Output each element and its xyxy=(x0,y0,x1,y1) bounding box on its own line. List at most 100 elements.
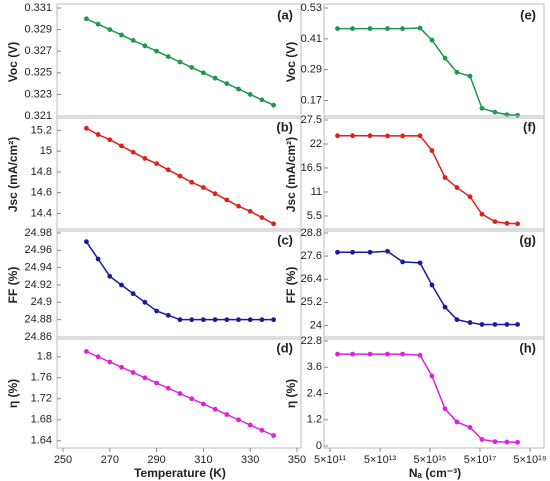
data-point xyxy=(335,249,340,255)
data-point xyxy=(367,249,373,255)
y-tick-label: 27.5 xyxy=(301,114,322,126)
data-point xyxy=(201,70,206,76)
data-point xyxy=(142,43,148,49)
data-point xyxy=(107,359,113,365)
panel-label: (e) xyxy=(520,7,536,22)
data-point xyxy=(142,299,148,305)
data-point xyxy=(84,16,89,22)
y-tick-label: 1.72 xyxy=(31,393,52,405)
y-tick-label: 2.4 xyxy=(307,387,322,399)
y-tick-label: 0.331 xyxy=(24,2,52,14)
data-point xyxy=(454,419,460,425)
data-point xyxy=(201,317,206,323)
data-point xyxy=(492,109,498,115)
data-point xyxy=(479,322,485,327)
data-point xyxy=(479,105,485,111)
data-point xyxy=(95,132,101,137)
x-tick-label: 290 xyxy=(147,454,165,466)
data-point xyxy=(212,75,218,81)
data-point xyxy=(467,320,473,325)
data-point xyxy=(417,260,423,266)
data-point xyxy=(442,175,448,180)
y-axis-label: η (%) xyxy=(6,379,20,408)
data-point xyxy=(400,259,405,265)
x-tick-label: 5×10¹³ xyxy=(364,454,396,466)
x-tick-label: 350 xyxy=(288,454,306,466)
data-point xyxy=(400,26,405,31)
panel-frame xyxy=(323,115,545,232)
y-axis-label: Jsc (mA/cm²) xyxy=(284,137,298,212)
data-point xyxy=(165,54,171,59)
panel-label: (g) xyxy=(519,232,536,247)
y-tick-label: 0.325 xyxy=(24,67,52,79)
data-point xyxy=(201,401,206,407)
y-tick-label: 24.96 xyxy=(24,244,52,256)
data-point xyxy=(442,304,448,310)
data-point xyxy=(429,373,435,379)
data-point xyxy=(442,55,448,61)
data-point xyxy=(442,406,448,412)
data-point xyxy=(467,194,473,200)
panel-label: (b) xyxy=(276,119,293,134)
data-point xyxy=(212,191,218,197)
data-point xyxy=(515,322,520,327)
panel-frame xyxy=(56,228,302,340)
data-point xyxy=(504,220,510,226)
data-line xyxy=(337,353,518,444)
data-point xyxy=(479,437,485,442)
data-point xyxy=(479,211,485,217)
y-tick-label: 11 xyxy=(311,186,322,198)
y-tick-label: 1.68 xyxy=(31,414,52,426)
data-point xyxy=(84,239,89,245)
y-axis-label: η (%) xyxy=(284,379,298,408)
y-axis-label: FF (%) xyxy=(284,267,298,304)
data-point xyxy=(154,48,160,54)
data-point xyxy=(385,351,390,357)
panel-frame xyxy=(323,3,545,119)
x-tick-label: 270 xyxy=(101,454,119,466)
y-axis-label: Voc (V) xyxy=(6,42,20,82)
data-point xyxy=(350,26,355,31)
data-point xyxy=(467,425,473,430)
y-tick-label: 15.2 xyxy=(31,124,52,136)
y-tick-label: 27.6 xyxy=(301,250,322,262)
data-point xyxy=(400,351,405,357)
data-point xyxy=(154,161,160,167)
data-point xyxy=(417,133,423,139)
data-point xyxy=(429,282,435,288)
data-point xyxy=(84,349,89,354)
data-point xyxy=(224,317,230,323)
data-point xyxy=(335,26,340,31)
data-point xyxy=(259,97,265,103)
y-tick-label: 0.17 xyxy=(301,94,322,106)
data-point xyxy=(515,112,520,118)
data-point xyxy=(504,322,510,327)
data-point xyxy=(177,317,183,323)
panel-frame xyxy=(323,336,545,449)
y-tick-label: 0.29 xyxy=(301,64,322,76)
data-point xyxy=(236,203,241,209)
data-point xyxy=(189,317,195,323)
data-point xyxy=(119,143,124,149)
data-point xyxy=(492,439,498,445)
data-point xyxy=(417,352,423,358)
data-point xyxy=(224,412,230,417)
x-tick-label: 5×10¹⁷ xyxy=(464,454,496,466)
data-point xyxy=(417,25,423,31)
data-line xyxy=(85,241,274,321)
data-point xyxy=(224,81,230,86)
data-point xyxy=(177,173,183,179)
data-point xyxy=(367,133,373,139)
data-point xyxy=(400,133,405,139)
y-tick-label: 1.2 xyxy=(307,414,322,426)
y-tick-label: 16.5 xyxy=(301,162,322,174)
y-tick-label: 0 xyxy=(316,440,322,452)
data-point xyxy=(130,38,136,43)
panel-label: (c) xyxy=(277,232,293,247)
data-point xyxy=(130,370,136,375)
x-tick-label: 5×10¹⁹ xyxy=(513,454,546,466)
data-point xyxy=(142,375,148,381)
panel-frame xyxy=(56,336,302,449)
data-line xyxy=(337,27,518,116)
y-tick-label: 15 xyxy=(40,145,52,157)
